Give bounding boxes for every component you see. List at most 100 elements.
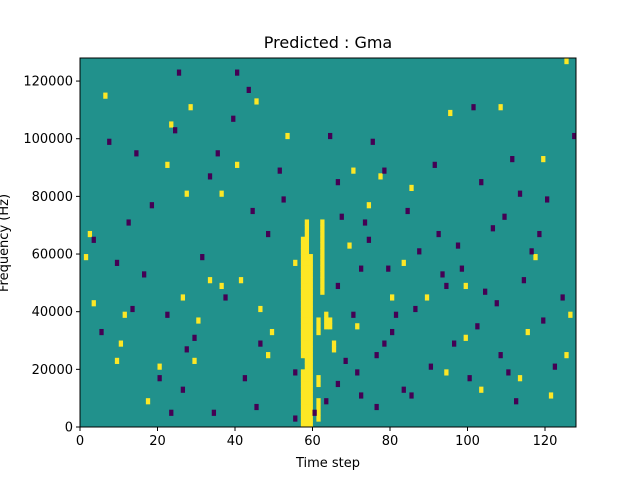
heatmap-cell (413, 305, 418, 313)
heatmap-cell (192, 357, 197, 364)
heatmap-cell (320, 236, 325, 243)
heatmap-cell (316, 398, 321, 405)
heatmap-cell (483, 288, 488, 295)
heatmap-cell (293, 259, 298, 266)
heatmap-cell (87, 230, 93, 238)
heatmap-cell (122, 311, 127, 318)
x-tick-label: 80 (382, 434, 399, 449)
heatmap-cell (374, 352, 379, 359)
heatmap-cell (304, 288, 310, 295)
heatmap-cell (351, 167, 356, 174)
heatmap-cell (304, 300, 310, 307)
chart-title: Predicted : Gma (264, 33, 392, 52)
heatmap-cell (320, 230, 325, 238)
heatmap-cell (304, 254, 310, 261)
heatmap-cell (300, 248, 306, 255)
heatmap-cell (308, 352, 313, 359)
heatmap-cell (300, 409, 306, 416)
heatmap-cell (126, 219, 131, 226)
heatmap-cell (498, 104, 503, 111)
heatmap-cell (184, 346, 189, 353)
heatmap-cell (308, 403, 313, 411)
heatmap-cell (300, 317, 306, 324)
heatmap-cell (304, 305, 310, 313)
y-tick-label: 0 (65, 421, 73, 436)
heatmap-cell (506, 369, 511, 376)
heatmap-cell (235, 161, 240, 168)
heatmap-cell (173, 127, 178, 134)
heatmap-cell (378, 173, 383, 180)
heatmap-cell (258, 305, 263, 313)
heatmap-cell (308, 363, 313, 370)
heatmap-cell (324, 323, 329, 330)
heatmap-cell (304, 392, 310, 399)
heatmap-cell (300, 346, 306, 353)
heatmap-cell (304, 317, 310, 324)
heatmap-cell (304, 357, 310, 364)
heatmap-cell (281, 196, 286, 203)
heatmap-cell (517, 375, 523, 382)
heatmap-cell (308, 375, 313, 382)
heatmap-cell (250, 207, 255, 215)
heatmap-cell (91, 300, 96, 307)
heatmap-cell (308, 294, 313, 301)
heatmap-cell (440, 271, 445, 278)
heatmap-cell (308, 340, 313, 347)
heatmap-cell (304, 230, 310, 238)
heatmap-cell (235, 69, 240, 76)
heatmap-cell (180, 294, 186, 301)
heatmap-cell (157, 375, 162, 382)
heatmap-cell (328, 132, 333, 140)
heatmap-cell (320, 225, 325, 232)
heatmap-cell (304, 282, 310, 290)
heatmap-cell (176, 69, 182, 76)
heatmap-cell (304, 369, 310, 376)
heatmap-cell (382, 340, 387, 347)
y-tick-label: 100000 (23, 132, 73, 147)
heatmap-cell (304, 294, 310, 301)
heatmap-cell (308, 259, 313, 266)
heatmap-cell (200, 254, 205, 261)
heatmap-cell (308, 271, 313, 278)
heatmap-cell (324, 311, 329, 318)
heatmap-cell (479, 179, 484, 186)
heatmap-cell (169, 409, 174, 416)
heatmap-cell (335, 179, 341, 186)
heatmap-cell (401, 386, 406, 393)
heatmap-cell (165, 161, 170, 168)
heatmap-cell (184, 190, 189, 197)
heatmap-cell (316, 403, 321, 411)
heatmap-cell (211, 409, 217, 416)
heatmap-cell (304, 323, 310, 330)
heatmap-cell (355, 323, 360, 330)
heatmap-cell (304, 277, 310, 284)
heatmap-cell (541, 156, 546, 163)
heatmap-cell (548, 392, 554, 399)
heatmap-cell (300, 259, 306, 266)
heatmap-cell (308, 300, 313, 307)
heatmap-cell (207, 277, 213, 284)
heatmap-cell (308, 288, 313, 295)
heatmap-cell (366, 236, 372, 243)
y-tick-label: 80000 (32, 190, 73, 205)
heatmap-cell (320, 219, 325, 226)
heatmap-cell (316, 415, 321, 422)
heatmap-cell (568, 311, 573, 318)
heatmap-cell (304, 271, 310, 278)
heatmap-cell (432, 161, 437, 168)
heatmap-cell (304, 386, 310, 393)
heatmap-cell (517, 190, 523, 197)
heatmap-cell (308, 346, 313, 353)
heatmap-cell (320, 254, 325, 261)
heatmap-cell (300, 380, 306, 388)
heatmap-cell (331, 346, 337, 353)
heatmap-cell (463, 334, 468, 341)
heatmap-cell (444, 369, 449, 376)
heatmap-cell (300, 311, 306, 318)
heatmap-cell (145, 398, 151, 405)
heatmap-cell (304, 409, 310, 416)
x-tick-label: 60 (304, 434, 321, 449)
heatmap-cell (300, 352, 306, 359)
heatmap-cell (157, 363, 162, 370)
